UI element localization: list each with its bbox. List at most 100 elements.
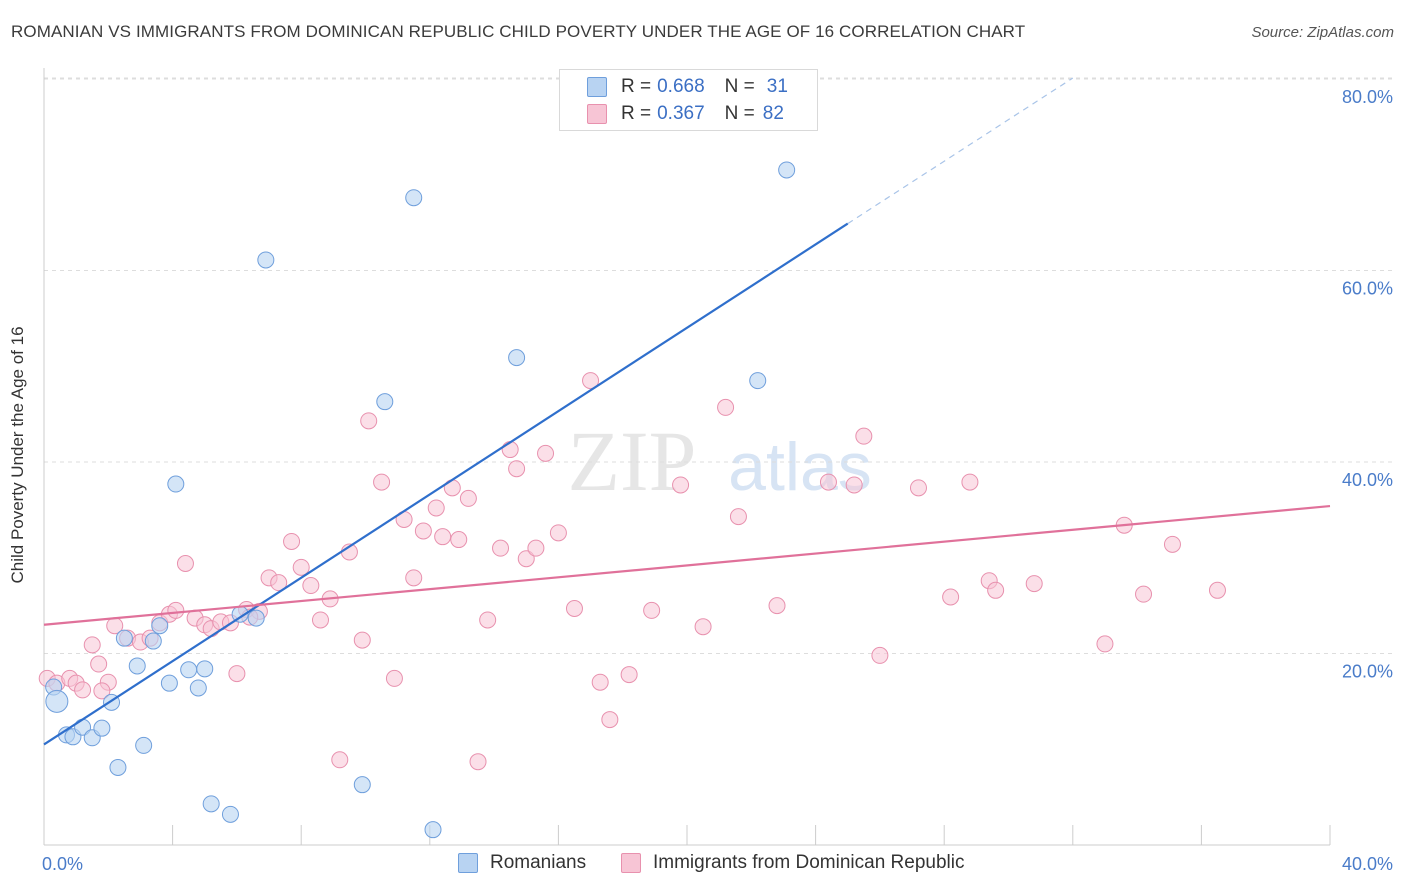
dominican-point-15 xyxy=(176,554,194,572)
dominican-point-57 xyxy=(601,711,619,729)
dominican-point-44 xyxy=(459,489,477,507)
dominican-point-25 xyxy=(270,574,288,592)
romanian-point-16 xyxy=(180,661,198,679)
dominican-point-79 xyxy=(1208,581,1226,599)
dominican-point-75 xyxy=(1096,635,1114,653)
dominican-point-38 xyxy=(405,569,423,587)
dominican-point-28 xyxy=(302,577,320,595)
romanian-point-13 xyxy=(151,617,169,635)
dominican-point-67 xyxy=(855,427,873,445)
dominican-point-68 xyxy=(871,646,889,664)
romanian-point-1 xyxy=(45,689,69,713)
romanian-point-27 xyxy=(424,821,442,839)
romanian-point-22 xyxy=(247,609,265,627)
x-tick-label-1: 40.0% xyxy=(1342,854,1393,874)
dominican-point-60 xyxy=(672,476,690,494)
romanian-point-18 xyxy=(196,660,214,678)
dominican-point-45 xyxy=(469,753,487,771)
dominican-point-50 xyxy=(517,550,535,568)
watermark-zip: ZIP xyxy=(568,413,697,509)
romanian-point-9 xyxy=(115,629,133,647)
romanian-point-14 xyxy=(160,674,178,692)
dominican-point-71 xyxy=(961,473,979,491)
dominican-point-14 xyxy=(167,601,185,619)
legend-row-romanians: R = 0.668 N = 31 xyxy=(587,74,788,100)
dominican-point-52 xyxy=(537,444,555,462)
dominican-point-80 xyxy=(93,682,111,700)
trend-lines xyxy=(43,77,1331,746)
series-label-romanians: Romanians xyxy=(490,852,587,873)
correlation-legend: R = 0.668 N = 31 R = 0.367 N = 82 xyxy=(559,69,818,131)
watermark-atlas: atlas xyxy=(728,429,872,505)
legend-r-value: 0.367 xyxy=(657,103,705,124)
dominican-trend-line xyxy=(43,504,1331,626)
dominican-point-31 xyxy=(331,751,349,769)
dominican-point-43 xyxy=(450,531,468,549)
dominican-point-36 xyxy=(385,669,403,687)
x-tick-label-0: 0.0% xyxy=(42,854,83,874)
legend-n-value: 82 xyxy=(762,103,784,124)
dominican-point-26 xyxy=(283,532,301,550)
romanian-point-25 xyxy=(376,393,394,411)
dominican-point-78 xyxy=(1163,535,1181,553)
legend-swatch-pink xyxy=(587,104,607,124)
romanian-trend-line xyxy=(43,222,849,746)
dominican-point-62 xyxy=(717,398,735,416)
dominican-point-74 xyxy=(1025,575,1043,593)
watermark: ZIP atlas xyxy=(568,413,872,509)
dominican-point-6 xyxy=(90,655,108,673)
dominican-point-21 xyxy=(228,665,246,683)
series-swatch-blue xyxy=(458,853,478,873)
dominican-point-39 xyxy=(414,522,432,540)
dominican-point-59 xyxy=(643,601,661,619)
dominican-point-35 xyxy=(373,473,391,491)
romanian-point-19 xyxy=(202,795,220,813)
romanian-point-10 xyxy=(128,657,146,675)
series-legend: Romanians Immigrants from Dominican Repu… xyxy=(0,852,1406,878)
y-tick-labels: 20.0% 40.0% 60.0% 80.0% xyxy=(1342,87,1393,682)
y-tick-label-0: 20.0% xyxy=(1342,662,1393,682)
dominican-point-70 xyxy=(942,588,960,606)
dominican-point-33 xyxy=(353,631,371,649)
dominican-point-66 xyxy=(845,476,863,494)
legend-r-label: R = xyxy=(621,103,652,124)
dominican-points xyxy=(38,372,1226,771)
x-tick-labels: 0.0% 40.0% xyxy=(42,854,1393,874)
y-tick-label-3: 80.0% xyxy=(1342,87,1393,107)
y-tick-label-1: 40.0% xyxy=(1342,470,1393,490)
dominican-point-29 xyxy=(311,611,329,629)
dominican-point-5 xyxy=(83,636,101,654)
legend-n-value: 31 xyxy=(766,76,788,97)
dominican-point-48 xyxy=(501,441,519,459)
dominican-point-34 xyxy=(360,412,378,430)
series-legend-dominican: Immigrants from Dominican Republic xyxy=(621,852,965,874)
dominican-point-64 xyxy=(768,597,786,615)
dominican-point-4 xyxy=(74,681,92,699)
dominican-point-47 xyxy=(492,539,510,557)
dominican-point-51 xyxy=(527,539,545,557)
dominican-point-54 xyxy=(565,599,583,617)
gridlines xyxy=(44,77,1392,654)
dominican-point-65 xyxy=(819,473,837,491)
romanian-trend-extension xyxy=(847,77,1074,225)
dominican-point-63 xyxy=(729,508,747,526)
series-swatch-pink xyxy=(621,853,641,873)
dominican-point-58 xyxy=(620,666,638,684)
dominican-point-69 xyxy=(909,479,927,497)
legend-swatch-blue xyxy=(587,77,607,97)
legend-n-label: N = xyxy=(724,103,755,124)
romanian-point-30 xyxy=(778,161,796,179)
romanian-point-17 xyxy=(189,679,207,697)
romanian-point-6 xyxy=(93,719,111,737)
dominican-point-73 xyxy=(987,581,1005,599)
romanian-point-29 xyxy=(749,372,767,390)
dominican-point-77 xyxy=(1135,585,1153,603)
romanian-point-12 xyxy=(144,632,162,650)
legend-r-label: R = xyxy=(621,76,652,97)
romanian-point-26 xyxy=(405,189,423,207)
source-label: Source: ZipAtlas.com xyxy=(1251,24,1394,41)
dominican-point-46 xyxy=(479,611,497,629)
romanian-point-24 xyxy=(353,776,371,794)
romanian-point-20 xyxy=(221,805,239,823)
